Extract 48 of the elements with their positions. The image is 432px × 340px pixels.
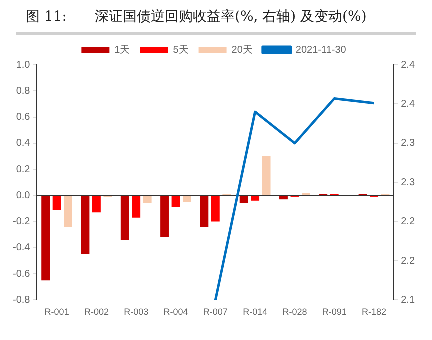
y-tick-label: -0.2 bbox=[12, 216, 31, 228]
bar bbox=[92, 196, 101, 213]
y-tick-label: 0.0 bbox=[16, 190, 31, 202]
bar bbox=[64, 196, 73, 228]
y-tick-label: 1.0 bbox=[16, 60, 31, 71]
y-tick-label: 0.8 bbox=[16, 86, 31, 97]
y2-tick-label: 2.2 bbox=[401, 216, 416, 228]
x-tick-label: R-004 bbox=[164, 307, 188, 318]
x-tick-label: R-007 bbox=[203, 307, 228, 318]
bar bbox=[132, 196, 141, 218]
bar bbox=[42, 196, 50, 281]
x-tick-label: R-091 bbox=[322, 307, 347, 318]
y-tick-label: -0.4 bbox=[12, 242, 31, 254]
x-tick-label: R-001 bbox=[44, 307, 70, 318]
legend-label: 2021-11-30 bbox=[296, 44, 347, 56]
bar bbox=[200, 196, 209, 228]
x-tick-label: R-002 bbox=[84, 307, 109, 318]
bar bbox=[172, 196, 180, 208]
bar bbox=[81, 196, 90, 254]
bar bbox=[183, 196, 192, 202]
y2-tick-label: 2.2 bbox=[401, 256, 416, 267]
bar bbox=[251, 196, 260, 201]
y2-tick-label: 2.4 bbox=[401, 60, 416, 71]
y-tick-label: 0.2 bbox=[16, 164, 31, 176]
chart-title: 图 11: 深证国债逆回购收益率(%, 右轴) 及变动(%) bbox=[25, 8, 368, 27]
x-tick-label: R-003 bbox=[124, 307, 149, 318]
y2-tick-label: 2.3 bbox=[401, 138, 416, 150]
bar bbox=[120, 196, 130, 240]
y-tick-label: 0.4 bbox=[16, 138, 31, 150]
x-tick-label: R-014 bbox=[243, 307, 268, 318]
bar bbox=[160, 196, 169, 238]
legend-label: 1天 bbox=[114, 44, 130, 56]
y-tick-label: 0.6 bbox=[16, 112, 31, 124]
bar bbox=[211, 196, 220, 222]
y-tick-label: -0.8 bbox=[12, 294, 31, 306]
y2-tick-label: 2.4 bbox=[401, 98, 416, 110]
bar bbox=[240, 196, 248, 204]
y2-tick-label: 2.1 bbox=[401, 294, 416, 306]
bar bbox=[52, 196, 62, 210]
legend-label: 20天 bbox=[232, 44, 253, 56]
bar bbox=[280, 196, 288, 200]
x-tick-label: R-028 bbox=[282, 307, 308, 318]
y2-tick-label: 2.3 bbox=[401, 177, 416, 188]
y-tick-label: -0.6 bbox=[12, 268, 31, 280]
bar bbox=[143, 196, 152, 204]
legend-label: 5天 bbox=[173, 44, 189, 56]
bar bbox=[262, 156, 271, 196]
x-tick-label: R-182 bbox=[362, 307, 387, 318]
